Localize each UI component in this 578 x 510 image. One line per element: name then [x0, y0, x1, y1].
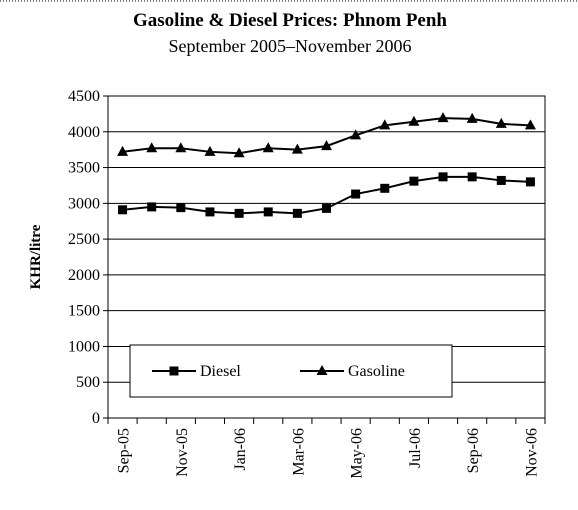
- marker: [495, 117, 507, 128]
- legend-label: Diesel: [200, 363, 241, 380]
- y-tick-label: 2500: [68, 231, 100, 248]
- plot-frame: [107, 95, 546, 419]
- y-tick-label: 500: [76, 374, 100, 391]
- x-tick-label: Nov-05: [174, 428, 191, 477]
- marker: [291, 143, 303, 154]
- x-tick-label: Mar-06: [290, 428, 307, 476]
- x-tick-label: Nov-06: [523, 428, 540, 477]
- y-tick-label: 0: [92, 410, 100, 427]
- marker: [466, 112, 478, 123]
- marker: [408, 115, 420, 126]
- marker: [205, 207, 215, 217]
- y-tick-label: 4500: [68, 88, 100, 105]
- y-tick-label: 4000: [68, 124, 100, 141]
- marker: [409, 176, 419, 186]
- marker: [437, 112, 449, 123]
- marker: [379, 119, 391, 130]
- y-tick-label: 2000: [68, 267, 100, 284]
- marker: [496, 175, 506, 185]
- x-tick-label: Jul-06: [407, 428, 424, 468]
- marker: [117, 145, 129, 156]
- marker: [438, 172, 448, 182]
- marker: [204, 145, 216, 156]
- y-tick-label: 3500: [68, 160, 100, 177]
- legend-marker: [316, 365, 328, 375]
- x-tick-label: Jan-06: [232, 428, 249, 471]
- marker: [262, 142, 274, 153]
- marker: [292, 208, 302, 218]
- marker: [524, 119, 536, 130]
- marker: [525, 177, 535, 187]
- x-tick-label: May-06: [349, 428, 366, 479]
- marker: [118, 205, 128, 215]
- x-tick-label: Sep-05: [116, 428, 133, 473]
- y-tick-label: 3000: [68, 195, 100, 212]
- marker: [350, 129, 362, 140]
- y-tick-label: 1500: [68, 303, 100, 320]
- marker: [380, 183, 390, 193]
- x-tick-label: Sep-06: [465, 428, 482, 473]
- y-axis-label: KHR/litre: [28, 224, 44, 289]
- marker: [176, 203, 186, 213]
- marker: [234, 208, 244, 218]
- chart-subtitle: September 2005–November 2006: [169, 36, 412, 56]
- chart-title: Gasoline & Diesel Prices: Phnom Penh: [133, 10, 447, 31]
- y-tick-label: 1000: [68, 338, 100, 355]
- marker: [263, 207, 273, 217]
- marker: [146, 142, 158, 153]
- marker: [175, 142, 187, 153]
- legend-label: Gasoline: [348, 363, 405, 380]
- legend-marker: [169, 366, 179, 376]
- marker: [233, 147, 245, 158]
- marker: [322, 203, 331, 213]
- marker: [321, 140, 332, 151]
- marker: [147, 202, 157, 212]
- marker: [351, 189, 361, 199]
- marker: [467, 172, 477, 182]
